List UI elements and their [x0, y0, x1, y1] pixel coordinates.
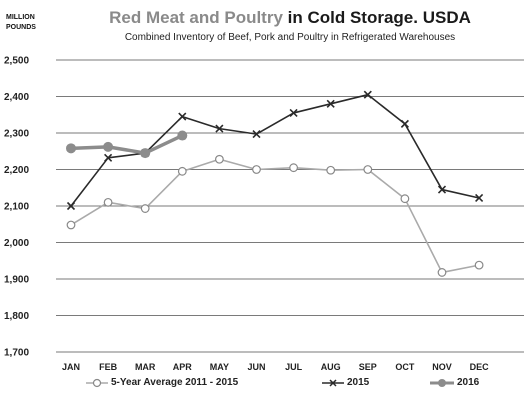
- point-2015: [437, 185, 447, 194]
- x-tick-label: MAR: [135, 362, 156, 372]
- x-tick-label: NOV: [432, 362, 452, 372]
- point-2016: [103, 141, 114, 152]
- point-5yr-average: [474, 260, 484, 270]
- x-tick-label: AUG: [321, 362, 341, 372]
- legend-label-2016: 2016: [457, 377, 480, 388]
- chart-title-part1: Red Meat and Poultry: [109, 8, 283, 27]
- y-tick-label: 2,500: [4, 56, 29, 67]
- point-2015: [178, 112, 187, 121]
- x-tick-label: JUN: [247, 362, 265, 372]
- point-5yr-average: [140, 204, 150, 213]
- x-tick-label: OCT: [395, 362, 415, 372]
- point-2015: [104, 153, 113, 162]
- chart-subtitle: Combined Inventory of Beef, Pork and Pou…: [124, 32, 456, 43]
- point-5yr-average: [326, 165, 336, 175]
- x-tick-label: DEC: [470, 362, 490, 372]
- x-tick-label: FEB: [99, 362, 118, 372]
- point-2015: [363, 90, 372, 99]
- legend-item-2016: 2016: [430, 377, 479, 388]
- legend-label-2015: 2015: [347, 377, 370, 388]
- y-tick-label: 1,700: [4, 348, 29, 359]
- y-tick-label: 2,400: [4, 92, 29, 103]
- series-line-2015: [70, 93, 480, 207]
- x-tick-label: MAY: [210, 362, 229, 372]
- point-2015: [475, 193, 484, 203]
- point-2015: [289, 108, 298, 117]
- chart-legend: 5-Year Average 2011 - 2015 2015 2016: [0, 377, 532, 393]
- series-line-2016: [70, 133, 184, 155]
- legend-label-5yr-average: 5-Year Average 2011 - 2015: [111, 377, 239, 388]
- chart-title: Red Meat and Poultry in Cold Storage. US…: [60, 8, 520, 28]
- x-tick-label: APR: [173, 362, 193, 372]
- point-5yr-average: [252, 165, 261, 174]
- point-5yr-average: [66, 220, 76, 230]
- legend-item-2015: 2015: [322, 377, 369, 388]
- x-tick-label: SEP: [359, 362, 377, 372]
- y-axis-unit-label: MILLION POUNDS: [6, 14, 36, 31]
- point-5yr-average: [437, 268, 447, 277]
- legend-marker-x: [322, 378, 344, 387]
- y-tick-label: 2,100: [4, 202, 29, 213]
- series-line-5yr-average: [70, 158, 480, 274]
- point-2016: [140, 148, 151, 159]
- point-5yr-average: [177, 166, 187, 176]
- point-2015: [326, 99, 335, 108]
- point-2015: [66, 201, 76, 211]
- point-5yr-average: [289, 163, 299, 173]
- point-2015: [215, 124, 224, 133]
- x-tick-label: JAN: [62, 362, 80, 372]
- y-tick-label: 2,000: [4, 238, 29, 249]
- legend-item-5yr-average: 5-Year Average 2011 - 2015: [86, 377, 238, 388]
- point-5yr-average: [400, 194, 410, 204]
- y-tick-label: 2,300: [4, 129, 29, 140]
- legend-marker-open-circle: [86, 378, 108, 387]
- point-5yr-average: [214, 154, 224, 164]
- point-2016: [177, 130, 188, 141]
- y-tick-label: 2,200: [4, 165, 29, 176]
- point-5yr-average: [363, 165, 373, 174]
- point-5yr-average: [103, 197, 113, 207]
- point-2015: [400, 119, 409, 128]
- x-tick-label: JUL: [285, 362, 303, 372]
- point-2016: [66, 143, 76, 154]
- y-tick-label: 1,800: [4, 311, 29, 322]
- chart-title-part2: in Cold Storage. USDA: [282, 8, 471, 27]
- legend-marker-filled-circle: [430, 378, 454, 387]
- y-tick-label: 1,900: [4, 275, 29, 286]
- point-2015: [252, 130, 261, 139]
- chart-plot: 1,700 1,800 1,900 2,000 2,100 2,200 2,300 2,400…: [4, 56, 524, 372]
